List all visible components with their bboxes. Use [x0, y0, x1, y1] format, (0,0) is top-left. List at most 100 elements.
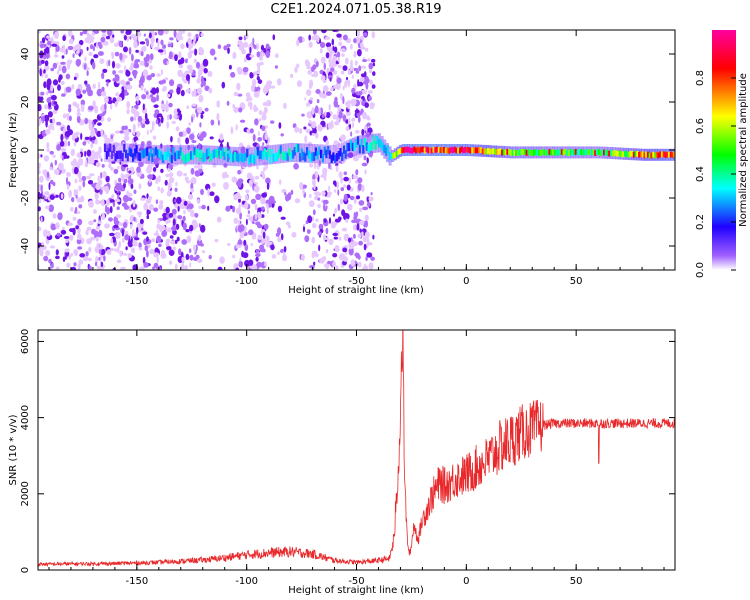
noise-speckle — [147, 174, 154, 180]
noise-speckle — [180, 89, 185, 97]
noise-speckle — [325, 205, 328, 210]
noise-speckle — [239, 119, 246, 123]
ridge-cell — [497, 148, 500, 155]
noise-speckle — [100, 128, 104, 137]
noise-speckle — [217, 119, 220, 126]
noise-speckle — [80, 195, 85, 203]
noise-speckle — [312, 222, 317, 229]
noise-speckle — [278, 122, 282, 129]
ridge-cell — [413, 146, 416, 153]
noise-speckle — [315, 218, 319, 223]
noise-speckle — [207, 70, 213, 77]
ridge-cell — [532, 149, 535, 156]
noise-speckle — [342, 96, 345, 105]
ridge-cell — [399, 148, 402, 154]
noise-speckle — [169, 37, 174, 41]
noise-speckle — [72, 53, 75, 58]
noise-speckle — [304, 135, 308, 144]
noise-speckle — [216, 216, 222, 223]
noise-speckle — [334, 207, 338, 214]
noise-speckle — [354, 60, 358, 66]
noise-speckle — [49, 179, 54, 185]
noise-speckle — [308, 200, 315, 208]
noise-speckle — [177, 59, 183, 66]
noise-speckle — [219, 133, 224, 141]
noise-speckle — [331, 38, 335, 46]
ridge-cell — [502, 149, 505, 155]
noise-speckle — [64, 248, 70, 253]
noise-speckle — [364, 126, 366, 131]
noise-speckle — [359, 228, 362, 233]
noise-speckle — [75, 131, 80, 136]
noise-speckle — [73, 262, 77, 267]
noise-speckle — [45, 129, 51, 135]
noise-speckle — [259, 61, 264, 66]
noise-speckle — [48, 258, 52, 264]
ridge-cell — [309, 153, 312, 163]
ridge-cell — [631, 150, 634, 157]
noise-speckle — [358, 261, 362, 268]
noise-speckle — [264, 261, 268, 267]
noise-speckle — [183, 172, 187, 177]
noise-speckle — [122, 194, 129, 203]
noise-speckle — [103, 185, 109, 192]
noise-speckle — [280, 216, 286, 220]
ridge-cell — [620, 151, 623, 158]
noise-speckle — [298, 128, 303, 134]
noise-speckle — [100, 105, 106, 112]
noise-speckle — [348, 237, 351, 243]
noise-speckle — [168, 102, 173, 108]
noise-speckle — [332, 114, 338, 120]
noise-speckle — [186, 127, 191, 134]
noise-speckle — [65, 48, 68, 55]
x-tick-label: -50 — [348, 276, 364, 287]
noise-speckle — [143, 57, 147, 62]
noise-speckle — [334, 218, 341, 223]
noise-speckle — [153, 262, 159, 269]
ridge-halo — [103, 142, 107, 162]
y-tick-label: 20 — [20, 96, 31, 109]
noise-speckle — [236, 82, 241, 91]
noise-speckle — [265, 50, 271, 59]
noise-speckle — [197, 164, 203, 170]
ridge-cell — [235, 152, 238, 162]
noise-speckle — [124, 91, 128, 96]
noise-speckle — [124, 173, 129, 178]
noise-speckle — [313, 161, 317, 170]
noise-speckle — [230, 71, 236, 78]
ridge-cell — [595, 149, 599, 155]
ridge-cell — [320, 149, 323, 159]
noise-speckle — [296, 39, 300, 47]
noise-speckle — [327, 121, 334, 130]
noise-speckle — [122, 164, 129, 168]
noise-speckle — [263, 102, 269, 106]
noise-speckle — [257, 212, 262, 220]
noise-speckle — [77, 246, 83, 250]
colorbar-label: Normalized spectral amplitude — [738, 73, 749, 227]
ridge-halo — [169, 145, 173, 165]
noise-speckle — [333, 213, 335, 217]
noise-speckle — [150, 96, 157, 103]
noise-speckle — [108, 163, 112, 169]
noise-speckle — [337, 64, 342, 69]
ridge-cell — [455, 147, 458, 154]
noise-speckle — [257, 131, 260, 136]
noise-speckle — [105, 175, 110, 183]
noise-speckle — [39, 248, 44, 257]
noise-speckle — [101, 164, 105, 168]
noise-speckle — [117, 194, 120, 200]
ridge-cell — [666, 151, 669, 158]
noise-speckle — [45, 46, 50, 54]
noise-speckle — [135, 130, 141, 138]
ridge-cell — [645, 151, 648, 158]
noise-speckle — [332, 261, 336, 268]
ridge-cell — [110, 150, 114, 159]
ridge-cell — [624, 150, 627, 157]
ridge-cell — [393, 152, 396, 158]
noise-speckle — [77, 171, 82, 179]
noise-speckle — [249, 46, 252, 54]
noise-speckle — [178, 51, 182, 59]
noise-speckle — [303, 126, 307, 130]
noise-speckle — [121, 86, 125, 91]
noise-speckle — [319, 257, 325, 264]
